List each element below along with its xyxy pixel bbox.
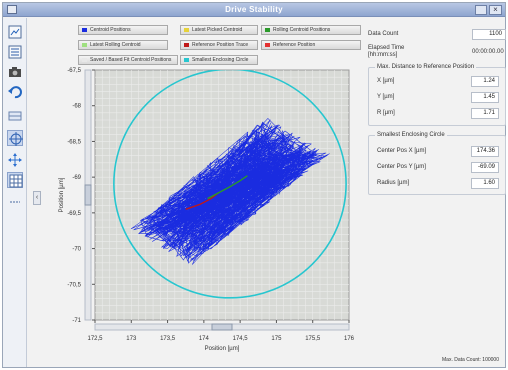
- close-button[interactable]: ×: [489, 5, 502, 15]
- legend-swatch: [184, 43, 189, 47]
- legend-swatch: [82, 28, 87, 32]
- center-y-label: Center Pos Y [µm]: [377, 164, 426, 170]
- legend-item-saved-fit-centroids[interactable]: Saved / Based Fit Centroid Positions: [78, 55, 178, 65]
- radius-label: Radius [µm]: [377, 180, 410, 186]
- center-x-label: Center Pos X [µm]: [377, 148, 427, 154]
- x-tick-label: 176: [344, 336, 355, 342]
- scatter-chart[interactable]: 172,5 173 173,5 174 174,5 175 175,5 176 -67,5 -68…: [55, 66, 361, 356]
- legend-item-reference-position-trace[interactable]: Reference Position Trace: [180, 40, 258, 50]
- radius-value: 1.60: [471, 178, 499, 189]
- export-image-icon[interactable]: [7, 24, 23, 40]
- horizontal-scroll-thumb[interactable]: [211, 323, 233, 331]
- data-count-label: Data Count: [368, 31, 399, 37]
- x-tick-label: 175: [271, 336, 282, 342]
- y-tick-label: -69: [72, 175, 81, 181]
- enclosing-circle-group: Smallest Enclosing Circle Center Pos X […: [368, 132, 506, 195]
- legend: Centroid Positions Latest Picked Centroi…: [78, 25, 363, 67]
- legend-swatch: [184, 58, 189, 62]
- toggle-view-icon[interactable]: [7, 108, 23, 124]
- x-label: X [µm]: [377, 78, 395, 84]
- x-tick-label: 174: [199, 336, 210, 342]
- y-tick-label: -67,5: [67, 68, 81, 74]
- target-icon[interactable]: [7, 130, 23, 146]
- y-tick-label: -68: [72, 104, 81, 110]
- legend-swatch: [265, 28, 270, 32]
- elapsed-time-value: 00:00:00.00: [472, 49, 504, 55]
- legend-item-latest-picked-centroid[interactable]: Latest Picked Centroid: [180, 25, 258, 35]
- legend-swatch: [265, 43, 270, 47]
- smallest-enclosing-circle: [113, 70, 347, 299]
- separator-icon: [7, 194, 23, 210]
- x-tick-label: 175,5: [305, 336, 321, 342]
- center-x-value: 174.36: [471, 146, 499, 157]
- x-axis-label: Position [µm]: [205, 346, 240, 352]
- title-bar: Drive Stability ×: [3, 3, 505, 17]
- y-tick-label: -71: [72, 318, 81, 324]
- legend-item-centroid-positions[interactable]: Centroid Positions: [78, 25, 168, 35]
- stability-plot: 172,5 173 173,5 174 174,5 175 175,5 176 -67,5 -68…: [55, 66, 361, 356]
- collapse-toolbar-button[interactable]: ‹: [33, 191, 41, 205]
- legend-swatch: [82, 43, 87, 47]
- legend-swatch: [82, 58, 87, 62]
- undo-icon[interactable]: [7, 84, 23, 100]
- max-distance-title: Max. Distance to Reference Position: [375, 64, 477, 70]
- y-tick-label: -69,5: [67, 211, 81, 217]
- legend-item-latest-rolling-centroid[interactable]: Latest Rolling Centroid: [78, 40, 168, 50]
- legend-item-reference-position[interactable]: Reference Position: [261, 40, 361, 50]
- camera-icon[interactable]: [7, 64, 23, 80]
- max-data-count-label: Max. Data Count: 100000: [442, 357, 499, 363]
- x-tick-label: 173: [126, 336, 137, 342]
- y-value: 1.45: [471, 92, 499, 103]
- y-tick-label: -68,5: [67, 139, 81, 145]
- center-y-value: -69.09: [471, 162, 499, 173]
- y-label: Y [µm]: [377, 94, 395, 100]
- y-axis-label: Position [µm]: [59, 177, 65, 212]
- app-icon: [7, 5, 17, 14]
- r-label: R [µm]: [377, 110, 395, 116]
- move-icon[interactable]: [7, 152, 23, 168]
- centroid-positions-trace: [130, 118, 330, 265]
- reference-position-trace: [185, 192, 219, 210]
- y-tick-label: -70: [72, 247, 81, 253]
- legend-item-smallest-enclosing-circle[interactable]: Smallest Enclosing Circle: [180, 55, 258, 65]
- data-count-value: 1100: [472, 29, 506, 40]
- rolling-centroid-trace: [207, 175, 248, 200]
- x-value: 1.24: [471, 76, 499, 87]
- vertical-scroll-thumb[interactable]: [84, 184, 92, 206]
- grid-icon[interactable]: [7, 172, 23, 188]
- maximize-button[interactable]: [475, 5, 487, 15]
- legend-swatch: [184, 28, 189, 32]
- x-tick-label: 173,5: [160, 336, 176, 342]
- x-tick-label: 174,5: [233, 336, 249, 342]
- x-tick-label: 172,5: [87, 336, 103, 342]
- y-tick-label: -70,5: [67, 282, 81, 288]
- window-title: Drive Stability: [225, 5, 283, 14]
- elapsed-time-unit: [hh:mm:ss]: [368, 52, 398, 58]
- elapsed-time-label: Elapsed Time: [368, 45, 405, 51]
- export-data-icon[interactable]: [7, 44, 23, 60]
- left-toolbar: [3, 18, 27, 367]
- r-value: 1.71: [471, 108, 499, 119]
- max-distance-group: Max. Distance to Reference Position X [µ…: [368, 64, 506, 126]
- enclosing-circle-title: Smallest Enclosing Circle: [375, 132, 447, 138]
- legend-item-rolling-centroid-positions[interactable]: Rolling Centroid Positions: [261, 25, 361, 35]
